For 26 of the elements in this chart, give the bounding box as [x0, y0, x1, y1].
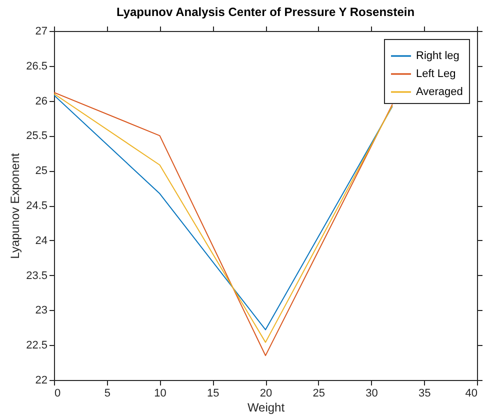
chart-title: Lyapunov Analysis Center of Pressure Y Rosenstein: [116, 5, 415, 19]
y-axis-title: Lyapunov Exponent: [8, 152, 22, 259]
y-tick-label: 22: [35, 374, 48, 386]
x-tick-label: 15: [207, 388, 220, 400]
legend-label: Right leg: [416, 50, 460, 62]
x-tick-label: 40: [465, 388, 478, 400]
x-tick-label: 20: [260, 388, 272, 400]
y-tick-label: 24: [35, 234, 48, 247]
y-tick-label: 26.5: [26, 60, 48, 72]
y-tick-label: 22.5: [26, 340, 48, 352]
y-tick-label: 23: [35, 304, 48, 317]
y-tick-label: 24.5: [26, 200, 48, 212]
x-tick-label: 25: [312, 388, 325, 400]
legend-label: Left Leg: [416, 68, 456, 80]
y-tick-label: 23.5: [26, 270, 48, 282]
legend-label: Averaged: [416, 86, 463, 98]
x-tick-label: 0: [54, 388, 61, 400]
y-tick-label: 26: [35, 95, 48, 108]
y-tick-label: 25.5: [26, 130, 48, 142]
x-tick-label: 30: [366, 388, 378, 400]
x-tick-label: 35: [418, 388, 431, 400]
y-tick-label: 25: [35, 165, 48, 178]
x-axis-title: Weight: [247, 400, 286, 414]
x-tick-label: 10: [154, 388, 166, 400]
y-tick-label: 27: [35, 26, 48, 38]
x-tick-label: 5: [104, 388, 110, 400]
